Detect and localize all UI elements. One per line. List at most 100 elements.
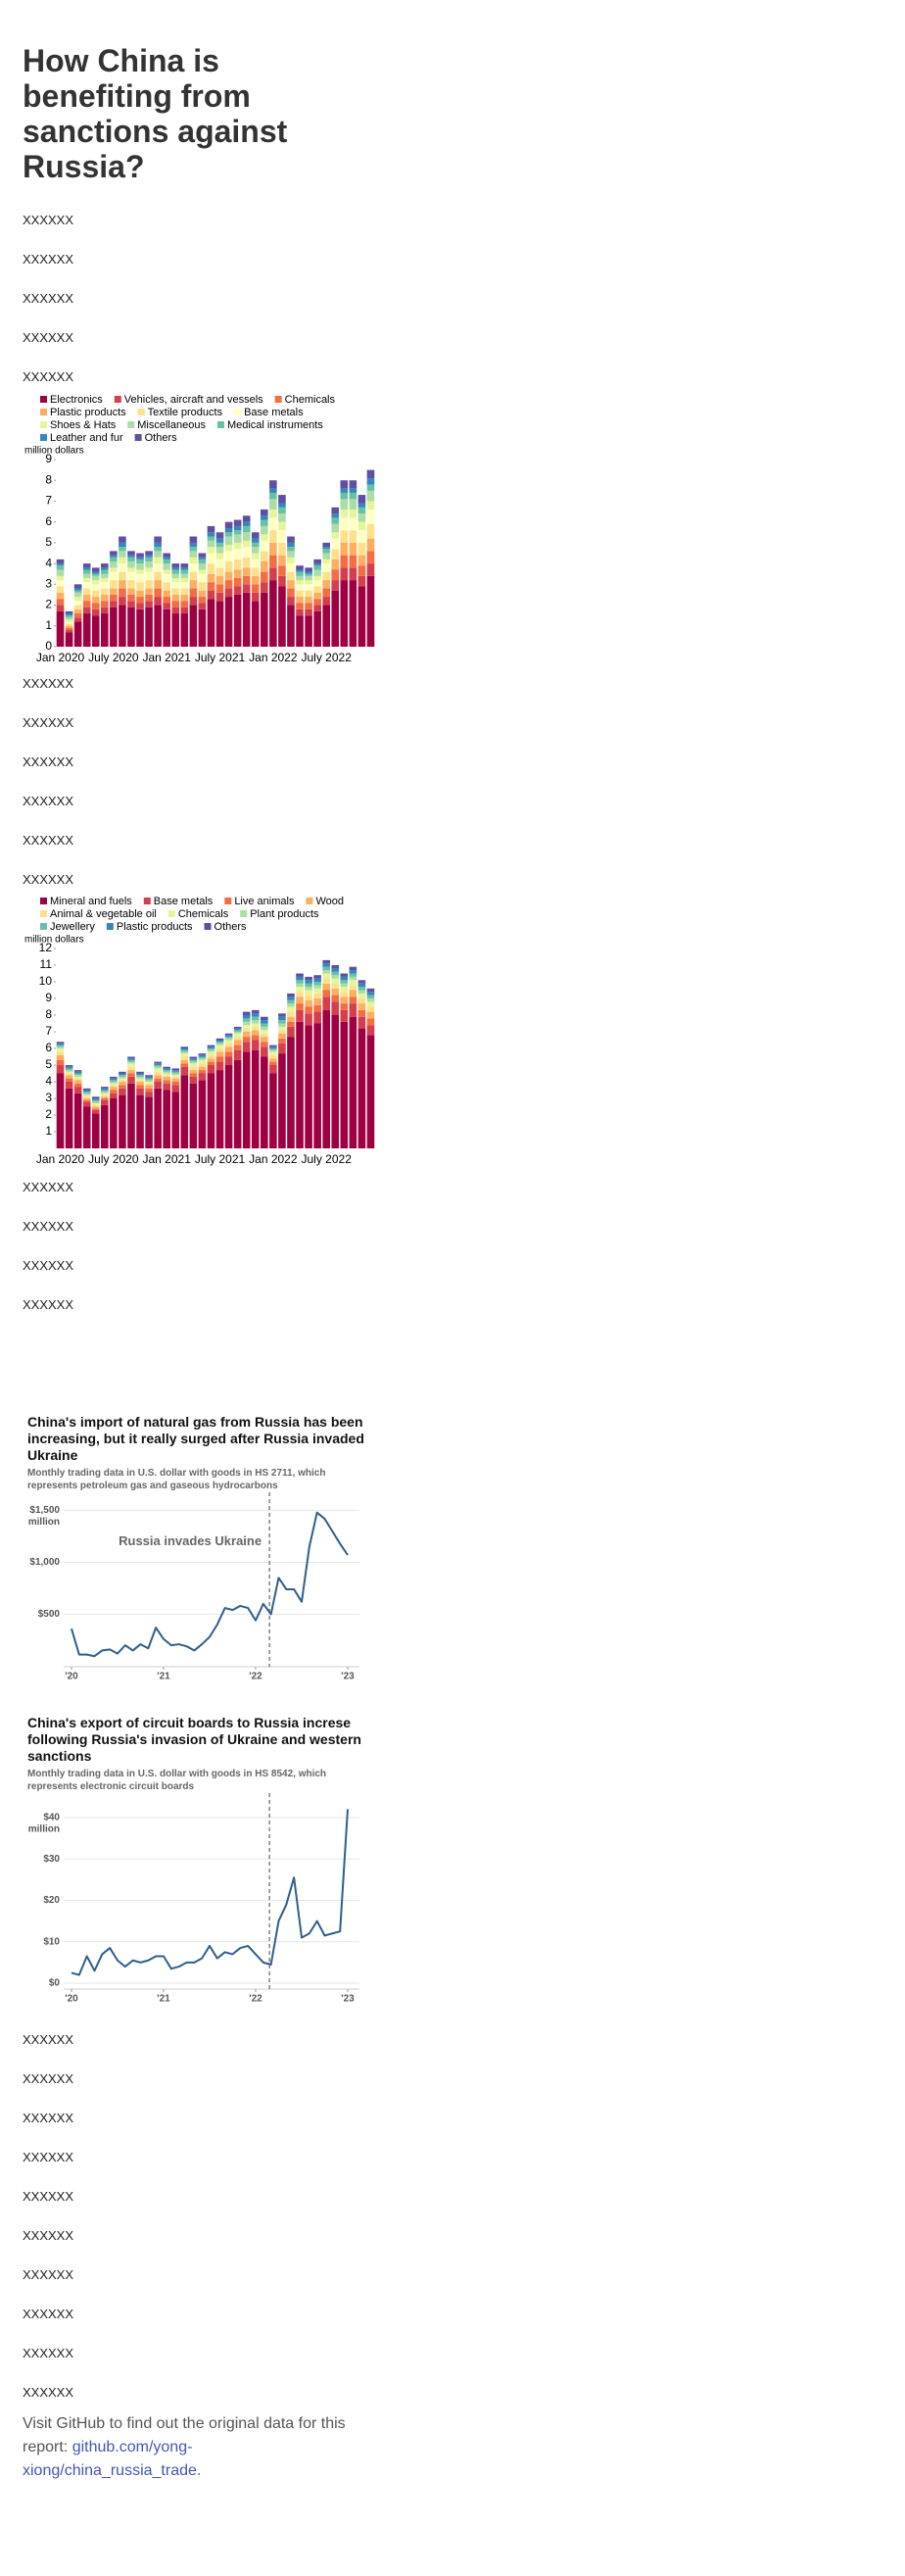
bar-segment	[251, 538, 260, 543]
bar-segment	[224, 521, 233, 529]
bar-segment	[163, 1090, 170, 1148]
x-tick-label: Jan 2022	[249, 651, 298, 664]
bar-segment	[73, 1080, 82, 1084]
bar-segment	[110, 567, 118, 572]
placeholder-text: XXXXXX	[23, 291, 74, 306]
bar-segment	[91, 567, 100, 572]
bar-segment	[171, 1092, 180, 1148]
x-tick-label: Jan 2020	[36, 1152, 85, 1166]
bar-segment	[73, 617, 82, 622]
bar-segment	[180, 1066, 189, 1076]
bar-segment	[313, 565, 321, 570]
legend-label: Leather and fur	[50, 432, 123, 444]
bar-segment	[127, 571, 135, 581]
bar-segment	[154, 605, 162, 647]
bar-segment	[73, 584, 82, 589]
bar-segment	[65, 1075, 73, 1079]
bar-segment	[145, 580, 153, 589]
bar-segment	[357, 1028, 366, 1148]
bar-segment	[242, 515, 251, 522]
placeholder-text: XXXXXX	[23, 2032, 74, 2047]
bar-segment	[261, 1030, 268, 1034]
bar-segment	[171, 601, 180, 608]
bar-segment	[366, 992, 375, 996]
bar-segment	[154, 557, 162, 564]
bar-segment	[198, 1053, 207, 1055]
bar-segment	[251, 559, 260, 568]
bar-segment	[340, 987, 349, 993]
bar-segment	[296, 980, 304, 984]
bar-segment	[251, 601, 260, 647]
bar-segment	[207, 573, 215, 583]
bar-segment	[261, 1020, 268, 1024]
bar-segment	[82, 582, 91, 589]
bar-segment	[305, 584, 312, 591]
bar-segment	[242, 1051, 251, 1148]
bar-segment	[287, 1026, 295, 1038]
bar-segment	[251, 1013, 260, 1017]
bar-segment	[136, 1076, 144, 1079]
bar-segment	[233, 569, 242, 578]
bar-segment	[189, 571, 198, 581]
bar-segment	[56, 605, 65, 611]
bar-segment	[349, 985, 357, 991]
bar-segment	[233, 577, 242, 587]
bar-segment	[65, 617, 73, 620]
chart: Electronics Vehicles, aircraft and vessel…	[24, 394, 375, 664]
bar-segment	[136, 1073, 144, 1076]
placeholder-text: XXXXXX	[23, 213, 74, 227]
bar-segment	[91, 1101, 100, 1104]
bar-segment	[73, 605, 82, 609]
bar-segment	[313, 559, 321, 564]
x-tick-label: July 2020	[88, 651, 139, 664]
bar-segment	[331, 590, 340, 647]
bar-segment	[110, 1083, 118, 1086]
bar-segment	[119, 571, 126, 581]
bar-segment	[224, 1051, 233, 1057]
bar-segment	[198, 1059, 207, 1064]
bar-segment	[269, 1054, 277, 1059]
bar-segment	[261, 1042, 268, 1047]
bar-segment	[233, 525, 242, 531]
bar-segment	[233, 1026, 242, 1029]
bar-segment	[110, 594, 118, 602]
annotation: Russia invades Ukraine	[119, 1533, 262, 1548]
bar-segment	[207, 1051, 215, 1055]
bar-segment	[198, 553, 207, 558]
bar-segment	[313, 1004, 321, 1012]
bar-segment	[242, 557, 251, 568]
bar-segment	[313, 985, 321, 989]
bar-segment	[322, 990, 330, 997]
github-link[interactable]: github.com/yong-xiong/china_russia_trade	[23, 2439, 197, 2479]
bar-segment	[171, 613, 180, 647]
bar-segment	[101, 1104, 109, 1148]
bar-segment	[154, 580, 162, 589]
y-tick-label: 1	[45, 618, 52, 632]
bar-segment	[357, 983, 366, 988]
bar-segment	[322, 973, 330, 979]
bar-segment	[154, 1075, 162, 1079]
x-tick-label: '23	[341, 1672, 355, 1682]
bar-segment	[171, 594, 180, 602]
bar-segment	[163, 569, 170, 574]
bar-segment	[251, 592, 260, 602]
bar-segment	[180, 594, 189, 602]
bar-segment	[65, 632, 73, 647]
y-tick-label: $0	[49, 1978, 61, 1989]
bar-segment	[261, 1023, 268, 1027]
bar-segment	[313, 975, 321, 979]
bar-segment	[233, 586, 242, 595]
bar-segment	[154, 1068, 162, 1072]
bar-segment	[357, 542, 366, 556]
bar-segment	[101, 1099, 109, 1105]
bar-segment	[278, 1033, 286, 1039]
bar-segment	[145, 567, 153, 572]
bar-segment	[242, 525, 251, 533]
y-tick-label: 5	[45, 535, 52, 549]
bar-segment	[305, 1025, 312, 1148]
bar-segment	[127, 1066, 135, 1071]
bar-segment	[305, 573, 312, 576]
bar-segment	[119, 557, 126, 564]
bar-segment	[127, 1073, 135, 1077]
